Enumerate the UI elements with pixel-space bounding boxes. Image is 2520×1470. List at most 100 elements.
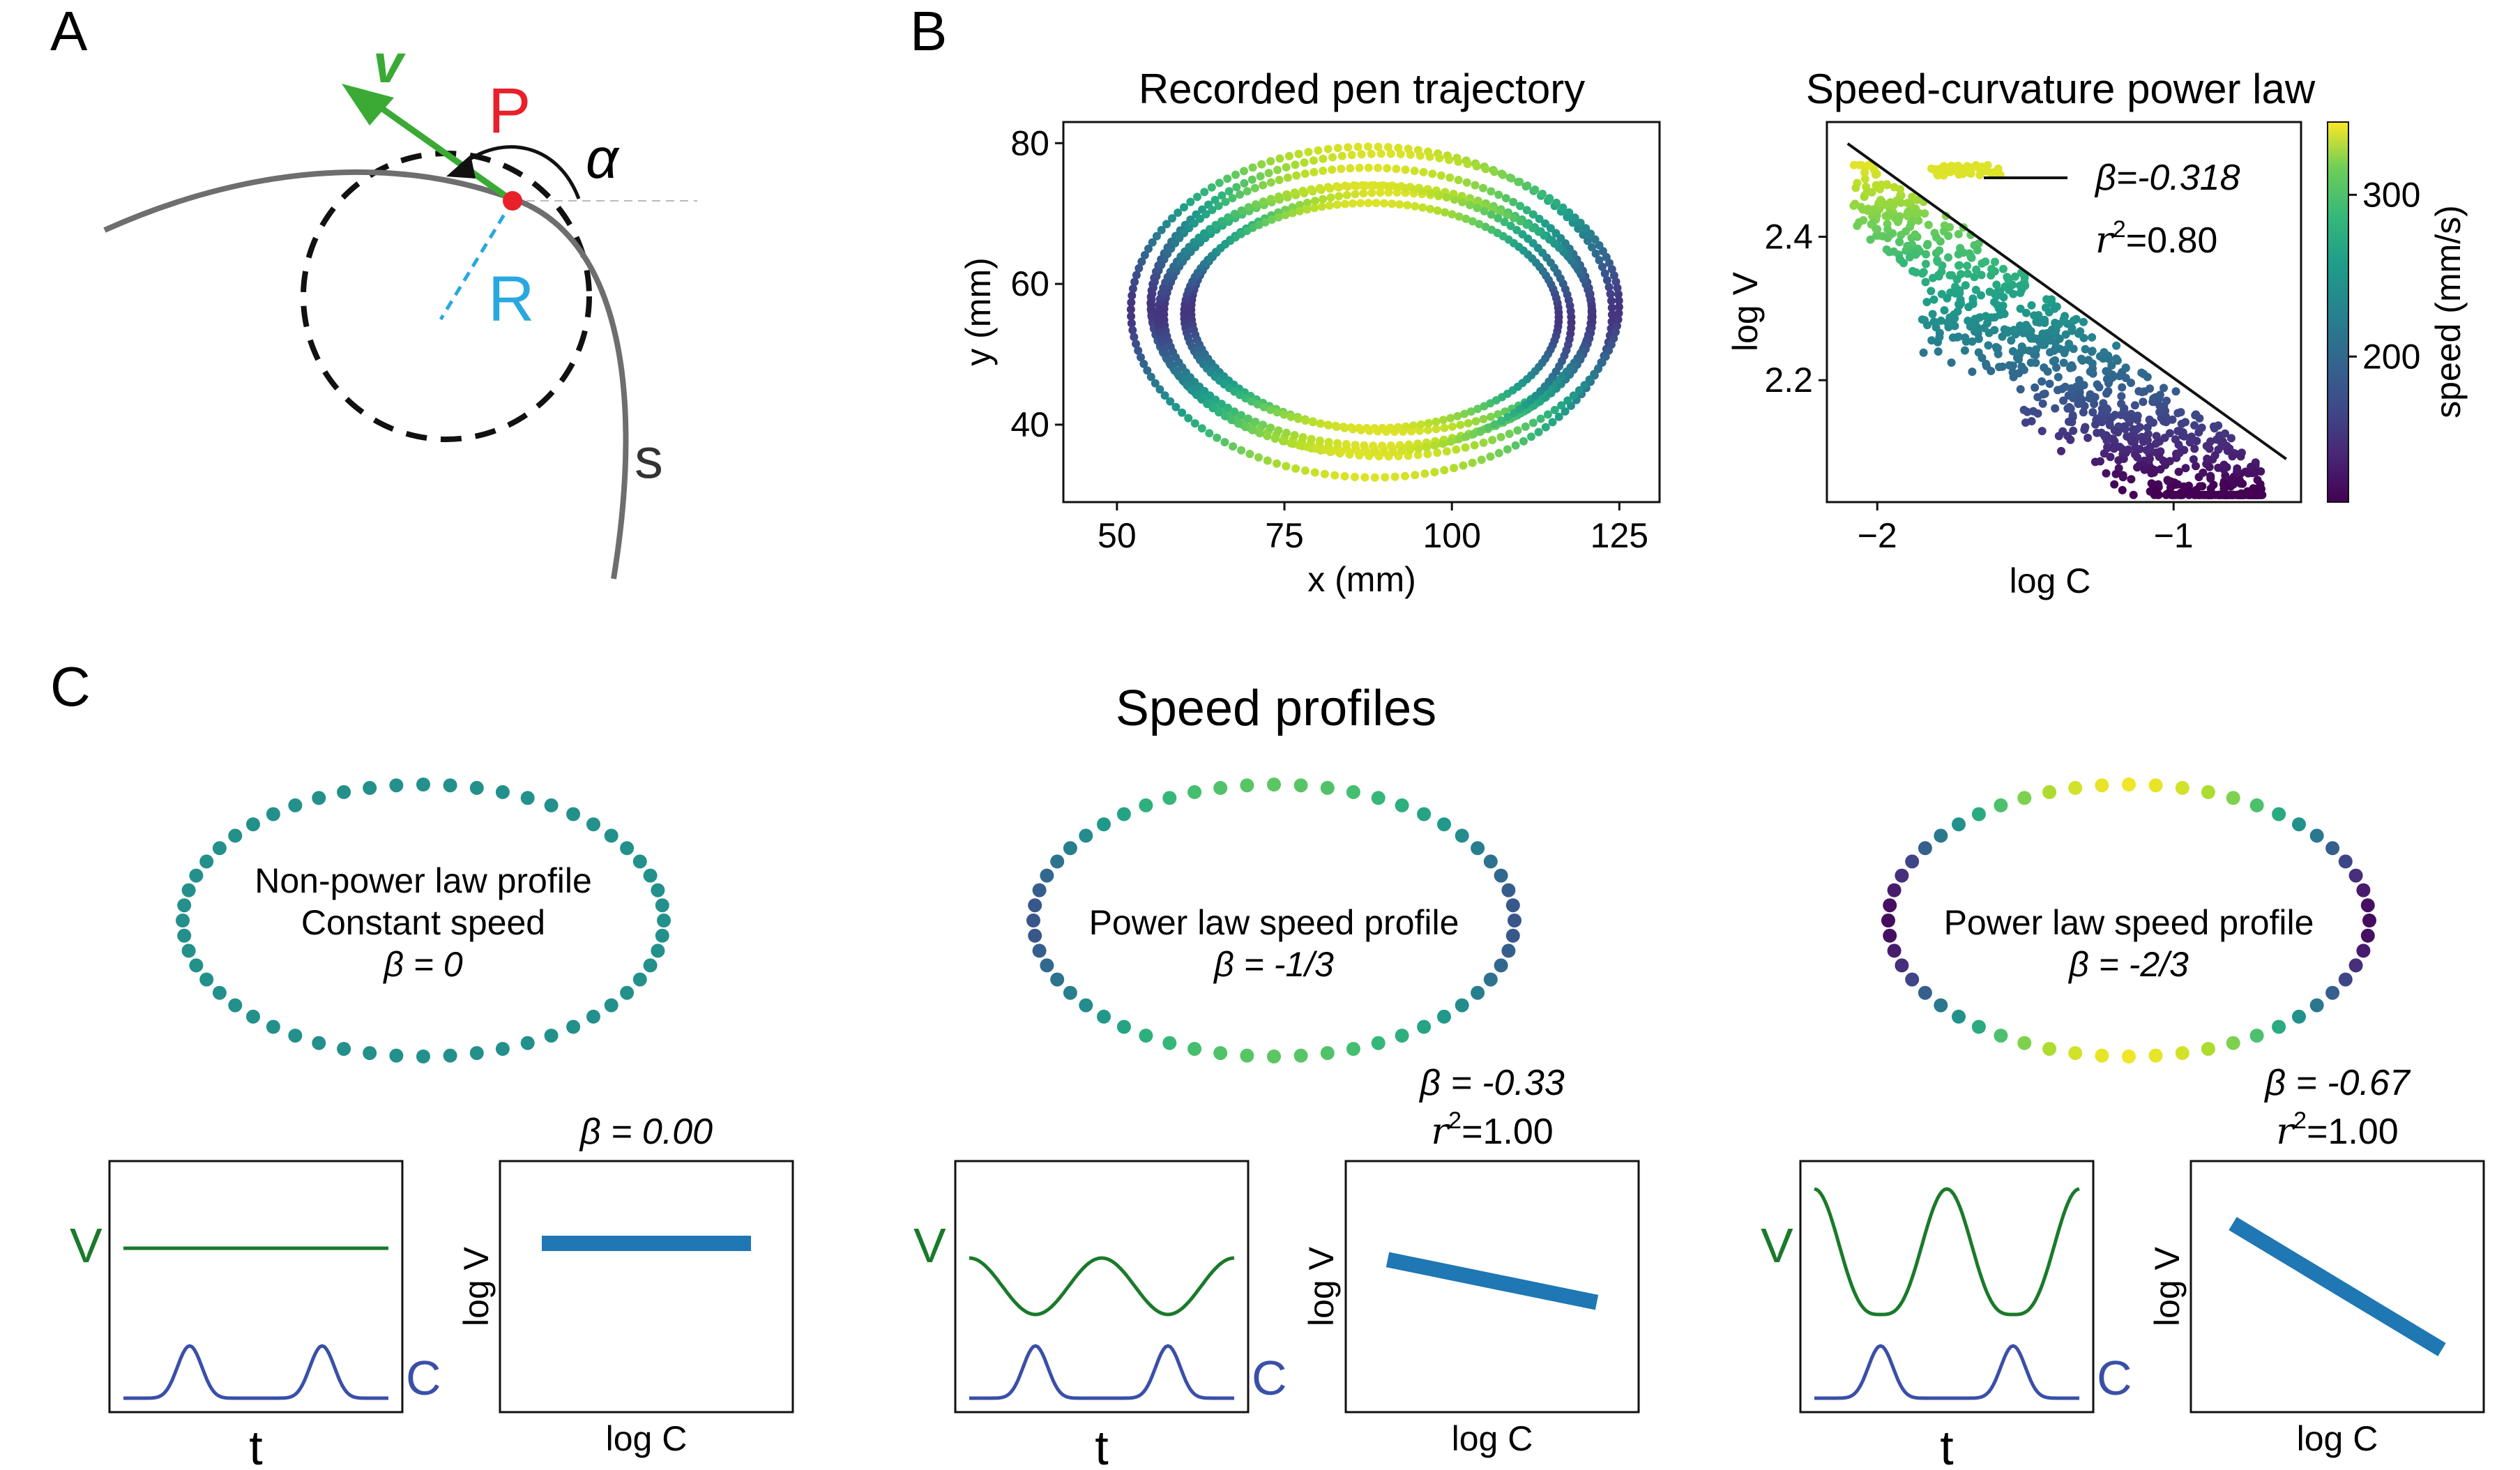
ellipse-dot [1395,798,1409,812]
trajectory-point [1426,188,1435,197]
power-law-point [2190,444,2199,453]
trajectory-point [1536,414,1545,423]
trajectory-point [1166,397,1175,406]
trajectory-point [1461,443,1470,452]
trajectory-point [1380,448,1389,457]
power-law-point [2118,471,2127,480]
trajectory-point [1316,436,1324,445]
power-law-point [2095,383,2104,392]
trajectory-point [1217,191,1227,200]
trajectory-point [1359,189,1368,198]
ellipse-dot [1895,868,1909,883]
trajectory-point [1528,224,1538,233]
trajectory-point [1479,183,1487,192]
trajectory-point [1541,423,1550,432]
power-law-point [2115,372,2124,381]
trajectory-point [1390,472,1399,481]
power-law-point [2051,404,2060,413]
trajectory-point [1237,411,1245,420]
ellipse-dot [181,944,196,958]
power-law-point [2165,429,2174,438]
ellipse-dot [2122,1050,2136,1063]
power-law-point [1982,359,1991,368]
trajectory-point [1541,219,1549,228]
power-law-point [1994,349,2003,358]
trajectory-point [1418,187,1427,196]
trajectory-point [1333,200,1342,209]
power-law-point [2065,402,2074,411]
trajectory-point [1244,203,1253,212]
vc-plot-frame [954,1160,1250,1414]
trajectory-point [1228,194,1237,203]
ellipse-dot [2017,1036,2032,1050]
trajectory-point [1484,423,1493,432]
trajectory-point [1396,150,1405,158]
trajectory-point [1463,160,1472,168]
trajectory-point [1286,412,1296,421]
power-law-point [2125,414,2134,423]
trajectory-point [1384,188,1393,197]
power-law-point [2109,372,2118,381]
trajectory-point [1363,448,1372,457]
ellipse-dot [1050,972,1065,987]
trajectory-point [1151,379,1160,388]
trajectory-point [1510,409,1519,418]
power-law-point [2117,392,2126,401]
point-p-marker [503,191,522,211]
power-law-point [2227,478,2236,487]
power-law-point [1978,354,1987,363]
power-law-point [1954,261,1964,270]
ellipse-dot [1187,785,1202,799]
ellipse-dot [1028,898,1042,913]
trajectory-point [1515,177,1524,186]
power-law-point [2102,436,2111,445]
trajectory-point [1450,464,1458,473]
ellipse-dot [2348,958,2363,973]
trajectory-point [1378,441,1386,450]
ellipse-text-line-2: Constant speed [301,903,545,942]
power-law-point [2198,490,2207,499]
ellipse-dot [1063,985,1077,1000]
trajectory-point [1217,217,1227,226]
trajectory-point [1505,430,1514,439]
power-law-point [2192,462,2200,471]
trajectory-point [1132,271,1141,280]
trajectory-point [1381,473,1390,482]
power-law-point [2051,338,2060,347]
trajectory-point [1441,208,1450,217]
radius-line [439,199,515,321]
trajectory-point [1475,220,1484,229]
ellipse-dot [189,958,204,973]
trajectory-point [1171,402,1181,411]
power-law-point [2085,394,2094,402]
trajectory-point [1479,438,1488,447]
trajectory-point [1487,210,1496,219]
ellipse-dot [389,1048,404,1063]
power-law-point [2174,490,2183,499]
trajectory-point [1266,178,1275,187]
loglog-r2: r2=1.00 [2276,1107,2398,1153]
trajectory-point [1561,407,1570,416]
trajectory-point [1392,183,1402,192]
ellipse-dot [520,1036,535,1050]
power-law-point [2130,401,2139,410]
v-label: V [913,1218,946,1273]
y-tick-label: 80 [1010,123,1049,162]
power-law-point [1897,198,1906,207]
trajectory-point [1211,395,1220,404]
trajectory-point [1205,429,1214,438]
trajectory-point [1303,443,1312,451]
trajectory-point [1237,206,1246,215]
power-law-point [1954,332,1963,341]
ellipse-dot [416,778,430,791]
ellipse-dot [651,944,665,958]
power-law-point [2033,393,2042,402]
power-law-point [1924,220,1933,229]
trajectory-point [1388,199,1397,209]
power-law-point [1991,257,1999,266]
ellipse-dot [266,1020,280,1034]
trajectory-point [1236,190,1244,199]
power-law-point [2008,361,2017,370]
power-law-point [2031,351,2040,359]
power-law-ylabel: log V [1726,271,1765,351]
